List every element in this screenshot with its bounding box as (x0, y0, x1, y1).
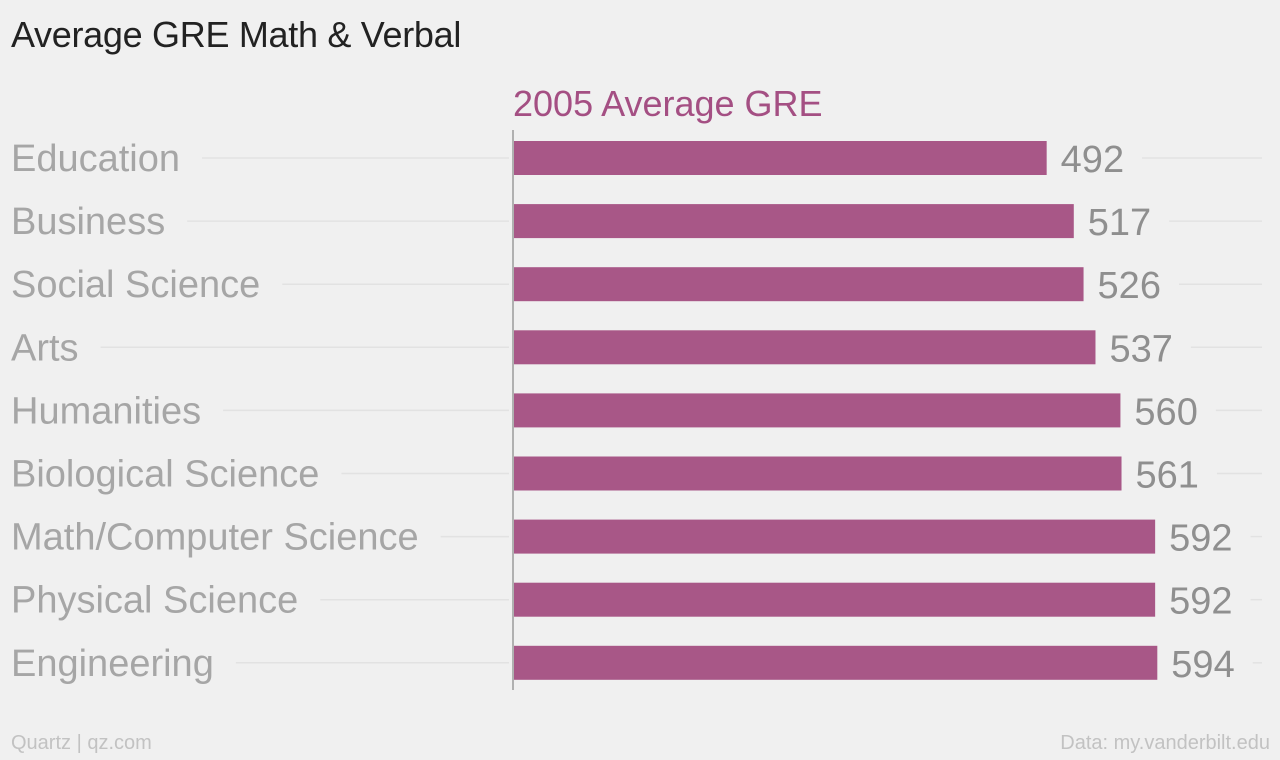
category-label: Business (11, 201, 165, 243)
category-label: Humanities (11, 390, 201, 432)
category-label: Arts (11, 327, 79, 369)
value-label: 537 (1109, 328, 1172, 370)
category-label: Social Science (11, 264, 260, 306)
value-label: 592 (1169, 518, 1232, 560)
series-label: 2005 Average GRE (513, 83, 823, 124)
bar (513, 456, 1122, 491)
bar (513, 519, 1156, 554)
value-label: 561 (1136, 455, 1199, 497)
value-label: 592 (1169, 581, 1232, 623)
category-label: Math/Computer Science (11, 517, 419, 559)
bar (513, 582, 1156, 617)
category-label: Engineering (11, 643, 214, 685)
value-label: 492 (1061, 139, 1124, 181)
bar (513, 393, 1121, 428)
bar (513, 267, 1084, 302)
value-label: 517 (1088, 202, 1151, 244)
footer-credit: Quartz | qz.com (11, 732, 152, 754)
value-label: 526 (1098, 265, 1161, 307)
value-label: 560 (1134, 391, 1197, 433)
bar (513, 330, 1096, 365)
chart-title: Average GRE Math & Verbal (11, 14, 462, 55)
bar (513, 141, 1047, 175)
value-label: 594 (1171, 644, 1234, 686)
footer-source: Data: my.vanderbilt.edu (1060, 732, 1270, 754)
bar (513, 645, 1158, 680)
category-label: Biological Science (11, 454, 319, 496)
category-label: Physical Science (11, 580, 298, 622)
bar (513, 204, 1074, 239)
category-label: Education (11, 138, 180, 180)
